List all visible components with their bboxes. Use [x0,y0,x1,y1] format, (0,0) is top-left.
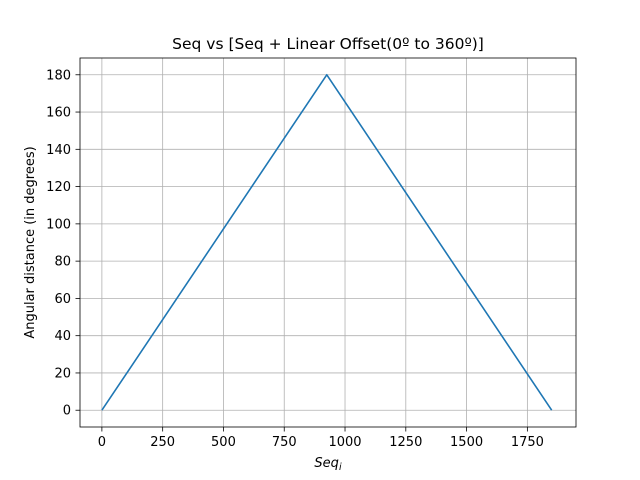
y-tick-label: 180 [46,68,71,83]
x-tick-label: 1250 [389,435,422,450]
y-tick-label: 160 [46,106,71,121]
series-line [101,73,553,411]
ticks: 0 250 500 750 1000 1250 1500 1750 0 20 40 60 80 100 12… [46,68,544,450]
y-tick-label: 80 [54,255,71,270]
y-tick-label: 140 [46,143,71,158]
x-tick-label: 750 [272,435,297,450]
y-tick-label: 120 [46,180,71,195]
x-tick-label: 1000 [328,435,361,450]
series-layer [101,73,553,411]
y-tick-label: 60 [54,292,71,307]
x-tick-label: 250 [150,435,175,450]
x-axis-label-main: Seq [314,456,339,471]
y-tick-label: 40 [54,329,71,344]
chart-title: Seq vs [Seq + Linear Offset(0º to 360º)] [172,35,484,53]
x-tick-label: 1500 [450,435,483,450]
plot-frame [79,57,577,428]
y-tick-label: 100 [46,217,71,232]
y-tick-label: 0 [63,404,71,419]
y-axis-label: Angular distance (in degrees) [23,146,38,338]
y-tick-label: 20 [54,366,71,381]
grid [80,58,576,427]
x-tick-label: 500 [211,435,236,450]
x-axis-label-subscript: i [339,462,342,473]
x-axis-label: Seqi [314,456,342,473]
x-tick-label: 1750 [511,435,544,450]
x-tick-label: 0 [98,435,106,450]
